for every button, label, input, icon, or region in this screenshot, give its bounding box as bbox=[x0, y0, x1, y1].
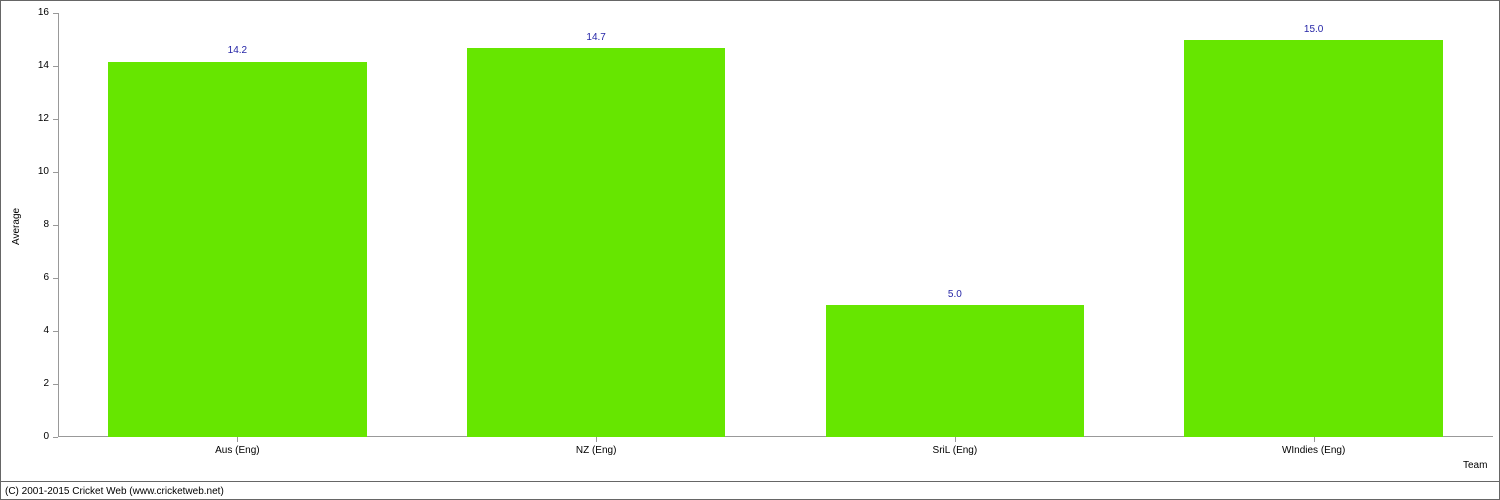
y-tick-label: 6 bbox=[25, 272, 49, 283]
y-tick-label: 14 bbox=[25, 60, 49, 71]
x-tick bbox=[596, 437, 597, 442]
bar-value-label: 15.0 bbox=[1304, 24, 1323, 35]
y-tick bbox=[53, 331, 58, 332]
bar-value-label: 5.0 bbox=[948, 289, 962, 300]
y-tick bbox=[53, 225, 58, 226]
bar-value-label: 14.7 bbox=[586, 32, 605, 43]
y-tick bbox=[53, 66, 58, 67]
copyright-band: (C) 2001-2015 Cricket Web (www.cricketwe… bbox=[1, 481, 1499, 499]
x-axis-label: Team bbox=[1463, 460, 1487, 471]
y-tick bbox=[53, 278, 58, 279]
x-tick-label: SriL (Eng) bbox=[875, 445, 1035, 456]
y-tick bbox=[53, 437, 58, 438]
bar-value-label: 14.2 bbox=[228, 45, 247, 56]
y-tick bbox=[53, 119, 58, 120]
bar bbox=[467, 48, 725, 437]
plot-area: 0246810121416Average14.2Aus (Eng)14.7NZ … bbox=[58, 13, 1493, 437]
y-tick-label: 4 bbox=[25, 325, 49, 336]
y-tick-label: 16 bbox=[25, 7, 49, 18]
x-tick-label: WIndies (Eng) bbox=[1234, 445, 1394, 456]
bar bbox=[108, 62, 366, 438]
x-tick bbox=[955, 437, 956, 442]
y-tick bbox=[53, 172, 58, 173]
y-tick-label: 8 bbox=[25, 219, 49, 230]
y-tick-label: 10 bbox=[25, 166, 49, 177]
y-axis bbox=[58, 13, 59, 437]
y-tick-label: 0 bbox=[25, 431, 49, 442]
x-tick bbox=[237, 437, 238, 442]
bar bbox=[826, 305, 1084, 437]
y-tick-label: 12 bbox=[25, 113, 49, 124]
y-axis-label: Average bbox=[11, 208, 22, 245]
x-tick-label: NZ (Eng) bbox=[516, 445, 676, 456]
x-tick bbox=[1314, 437, 1315, 442]
x-tick-label: Aus (Eng) bbox=[157, 445, 317, 456]
y-tick bbox=[53, 13, 58, 14]
outer-frame: 0 2 4 6 8 10 12 14 16 Average 14.2 Aus (Eng) 14.7 NZ … bbox=[0, 0, 1500, 500]
y-tick bbox=[53, 384, 58, 385]
y-tick-label: 2 bbox=[25, 378, 49, 389]
bar bbox=[1184, 40, 1442, 437]
chart-frame: 0 2 4 6 8 10 12 14 16 Average 14.2 Aus (Eng) 14.7 NZ … bbox=[1, 1, 1500, 481]
copyright-text: (C) 2001-2015 Cricket Web (www.cricketwe… bbox=[5, 486, 224, 497]
